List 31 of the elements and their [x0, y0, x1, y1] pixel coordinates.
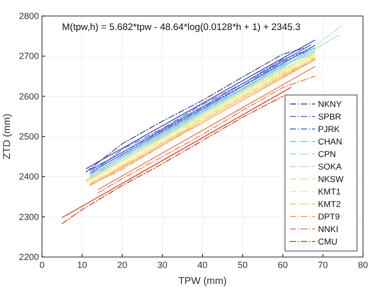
x-tick-label: 20	[117, 260, 128, 270]
x-tick-label: 50	[238, 260, 248, 270]
y-axis-title: ZTD (mm)	[2, 114, 13, 160]
x-tick-label: 80	[358, 260, 368, 270]
legend-label: PJRK	[318, 124, 340, 134]
legend-label: NNKI	[318, 224, 338, 234]
legend-label: CPN	[318, 149, 336, 159]
legend-label: NKNY	[318, 99, 342, 109]
x-tick-label: 70	[318, 260, 328, 270]
y-tick-label: 2600	[18, 91, 39, 102]
annotation: M(tpw,h) = 5.682*tpw - 48.64*log(0.0128*h + 1) + 2345.3	[62, 22, 300, 33]
x-tick-label: 0	[39, 260, 45, 270]
legend-label: KMT1	[318, 186, 341, 196]
y-tick-label: 2500	[18, 132, 39, 142]
x-tick-label: 60	[278, 260, 288, 270]
y-tick-label: 2800	[18, 11, 39, 21]
y-tick-label: 2200	[18, 252, 39, 262]
y-tick-label: 2400	[18, 172, 39, 182]
legend-label: CMU	[318, 236, 338, 246]
x-tick-label: 10	[77, 260, 88, 270]
legend-label: CHAN	[318, 136, 342, 146]
legend-label: DPT9	[318, 212, 340, 222]
y-tick-label: 2300	[18, 212, 39, 222]
y-tick-label: 2700	[18, 51, 39, 62]
legend-label: SPBR	[318, 112, 342, 122]
x-tick-label: 40	[197, 260, 208, 270]
x-tick-label: 30	[157, 260, 168, 270]
legend-label: SOKA	[318, 162, 342, 172]
legend-label: KMT2	[318, 199, 341, 209]
legend-label: NKSW	[318, 174, 344, 184]
x-axis-title: TPW (mm)	[178, 276, 227, 287]
